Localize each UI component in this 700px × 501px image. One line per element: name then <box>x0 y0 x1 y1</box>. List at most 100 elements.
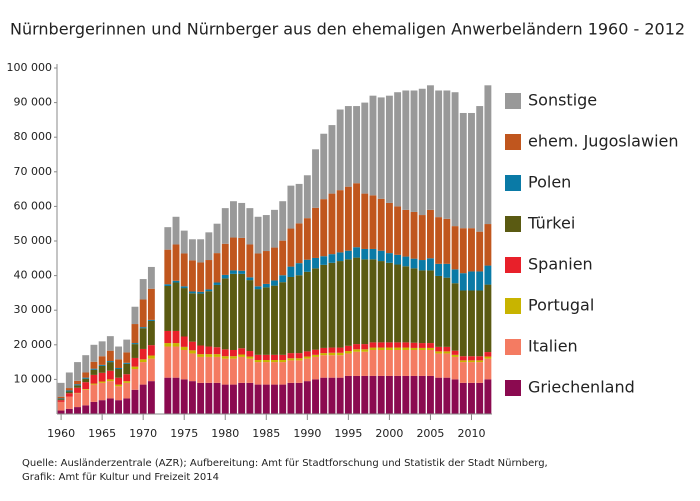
bar-segment <box>418 349 426 376</box>
legend-label: Griechenland <box>528 378 635 397</box>
legend-swatch <box>505 134 521 150</box>
bar-segment <box>385 342 393 348</box>
bar-segment <box>246 358 254 383</box>
bar-segment <box>336 109 344 191</box>
bar-segment <box>131 366 139 370</box>
bar-segment <box>106 336 114 351</box>
bar-segment <box>197 345 205 355</box>
bar-segment <box>418 375 426 414</box>
bar-segment <box>230 384 237 414</box>
bar-segment <box>402 349 410 376</box>
bar-segment <box>484 358 492 380</box>
bar-segment <box>147 358 155 382</box>
bar-segment <box>312 149 319 208</box>
bar-segment <box>74 407 81 414</box>
legend-label: ehem. Jugoslawien <box>528 132 679 151</box>
bar-segment <box>435 351 443 354</box>
bar-segment <box>361 102 369 194</box>
bar-segment <box>188 353 196 382</box>
bar-segment <box>394 349 402 376</box>
bar-segment <box>262 215 270 252</box>
bar-segment <box>98 364 106 366</box>
bar-segment <box>90 374 98 384</box>
bar-segment <box>410 342 418 348</box>
bar-segment <box>476 356 484 361</box>
bar-segment <box>312 268 319 350</box>
bar-segment <box>443 277 451 347</box>
source-note: Grafik: Amt für Kultur und Freizeit 2014 <box>22 472 219 483</box>
bar-segment <box>65 388 73 391</box>
bar-segment <box>312 349 319 355</box>
bar-segment <box>123 363 131 375</box>
bar-segment <box>57 410 65 414</box>
bar-segment <box>303 259 311 272</box>
bar-segment <box>106 398 114 414</box>
bar-segment <box>402 90 410 210</box>
bar-segment <box>410 375 418 414</box>
bar-segment <box>312 207 319 258</box>
y-tick-label: 60 000 <box>14 199 53 212</box>
y-tick-label: 90 000 <box>14 96 53 109</box>
bar-segment <box>213 347 221 355</box>
bar-segment <box>172 330 180 344</box>
bar-segment <box>197 293 205 346</box>
bar-segment <box>213 284 221 348</box>
bar-segment <box>410 268 418 343</box>
bar-segment <box>123 381 131 383</box>
bar-segment <box>57 396 65 399</box>
bar-segment <box>57 398 65 400</box>
bar-segment <box>353 351 361 376</box>
bar-segment <box>377 261 385 343</box>
y-tick-label: 40 000 <box>14 269 53 282</box>
bar-segment <box>262 360 270 363</box>
legend-label: Polen <box>528 173 571 192</box>
bar-segment <box>328 352 336 356</box>
bar-segment <box>246 382 254 414</box>
bar-segment <box>230 270 237 274</box>
bar-segment <box>336 190 344 253</box>
bar-segment <box>320 377 328 414</box>
x-tick-label: 1975 <box>170 427 198 440</box>
legend-swatch <box>505 175 521 191</box>
bar-segment <box>468 228 475 272</box>
bar-segment <box>180 336 188 347</box>
bar-segment <box>180 379 188 414</box>
bar-segment <box>344 186 352 251</box>
bar-segment <box>246 280 254 352</box>
bar-segment <box>139 279 147 300</box>
bar-segment <box>344 375 352 414</box>
bar-segment <box>451 283 459 351</box>
bar-segment <box>476 231 484 272</box>
bar-segment <box>82 405 90 414</box>
bar-segment <box>344 250 352 260</box>
bar-segment <box>353 257 361 345</box>
bar-segment <box>246 277 254 281</box>
bar-segment <box>230 349 237 357</box>
bar-segment <box>344 259 352 346</box>
legend-label: Portugal <box>528 296 594 315</box>
bar-segment <box>90 369 98 375</box>
bar-segment <box>164 330 172 344</box>
chart-title: Nürnbergerinnen und Nürnberger aus den e… <box>10 20 685 39</box>
bar-segment <box>221 243 229 275</box>
bar-segment <box>353 106 361 184</box>
bar-segment <box>106 361 114 363</box>
bar-segment <box>295 353 303 359</box>
bar-segment <box>435 353 443 378</box>
bar-segment <box>279 360 287 363</box>
bar-segment <box>336 355 344 378</box>
bar-segment <box>287 353 295 359</box>
bar-segment <box>172 216 180 245</box>
bar-segment <box>443 263 451 278</box>
bar-segment <box>139 327 147 329</box>
legend-label: Italien <box>528 337 578 356</box>
x-tick-label: 2010 <box>457 427 485 440</box>
bar-segment <box>172 377 180 414</box>
bar-segment <box>402 209 410 257</box>
y-tick-label: 70 000 <box>14 165 53 178</box>
bar-segment <box>271 360 278 363</box>
bar-segment <box>287 276 295 354</box>
bar-segment <box>180 346 188 350</box>
bar-segment <box>459 112 467 229</box>
legend-swatch <box>505 380 521 396</box>
